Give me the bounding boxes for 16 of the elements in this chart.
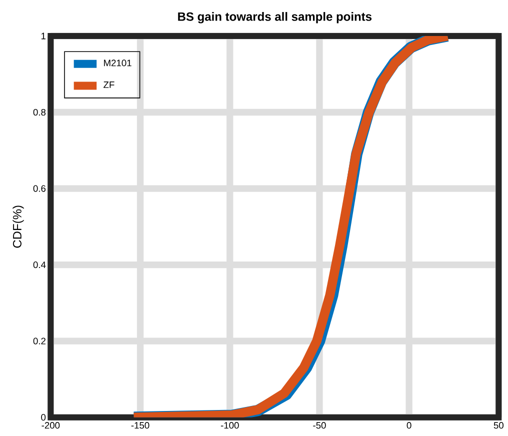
x-tick-label: -150 bbox=[131, 422, 150, 429]
x-tick-label: 50 bbox=[494, 422, 504, 429]
y-axis-title: CDF(%) bbox=[12, 206, 24, 248]
chart-title: BS gain towards all sample points bbox=[178, 12, 372, 24]
y-tick-label: 0 bbox=[41, 414, 46, 421]
x-tick-label: 0 bbox=[406, 422, 412, 429]
y-tick-label: 0.8 bbox=[33, 108, 46, 116]
legend-label: M2101 bbox=[104, 60, 132, 66]
x-tick-label: -100 bbox=[220, 422, 239, 429]
legend-label: ZF bbox=[104, 82, 114, 88]
y-tick-label: 0.6 bbox=[33, 185, 46, 192]
y-tick-label: 1 bbox=[41, 32, 46, 40]
x-tick-label: -200 bbox=[42, 422, 60, 429]
y-tick-label: 0.2 bbox=[33, 338, 46, 344]
x-tick-label: -50 bbox=[313, 422, 326, 429]
y-tick-label: 0.4 bbox=[33, 262, 46, 268]
